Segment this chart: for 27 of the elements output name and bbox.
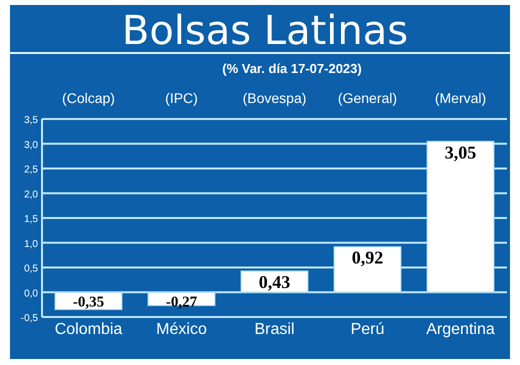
y-tick-label: 3,0	[24, 140, 38, 151]
y-tick-label: 1,0	[24, 238, 38, 250]
y-tick-label: 1,5	[24, 214, 38, 225]
x-tick-label: México	[156, 321, 207, 338]
y-tick-label: 2,5	[24, 164, 38, 176]
bar	[334, 246, 402, 293]
text: (Colcap)	[62, 90, 115, 106]
x-tick-label: Colombia	[54, 321, 122, 338]
y-tick-label: -0,5	[20, 313, 38, 324]
text: (IPC)	[165, 90, 198, 106]
bar	[426, 140, 494, 293]
y-tick-label: 2,0	[24, 189, 38, 200]
x-tick-label: Brasil	[254, 321, 295, 338]
chart-subtitle: (% Var. día 17-07-2023)	[222, 61, 362, 76]
text: (General)	[338, 90, 398, 106]
y-tick-label: 0,5	[24, 264, 38, 274]
chart-title: Bolsas Latinas	[122, 8, 408, 54]
data-label: -0,35	[72, 294, 104, 310]
data-label: 3,05	[444, 142, 476, 162]
y-tick-label: 0,0	[24, 288, 38, 300]
data-label: 0,92	[352, 248, 384, 268]
x-tick-label: Argentina	[426, 321, 495, 338]
data-label: 0,43	[258, 272, 290, 292]
text: (Merval)	[434, 90, 486, 106]
text: (Bovespa)	[242, 90, 306, 106]
x-tick-label: Perú	[350, 321, 384, 338]
y-tick-label: 3,5	[24, 115, 38, 126]
